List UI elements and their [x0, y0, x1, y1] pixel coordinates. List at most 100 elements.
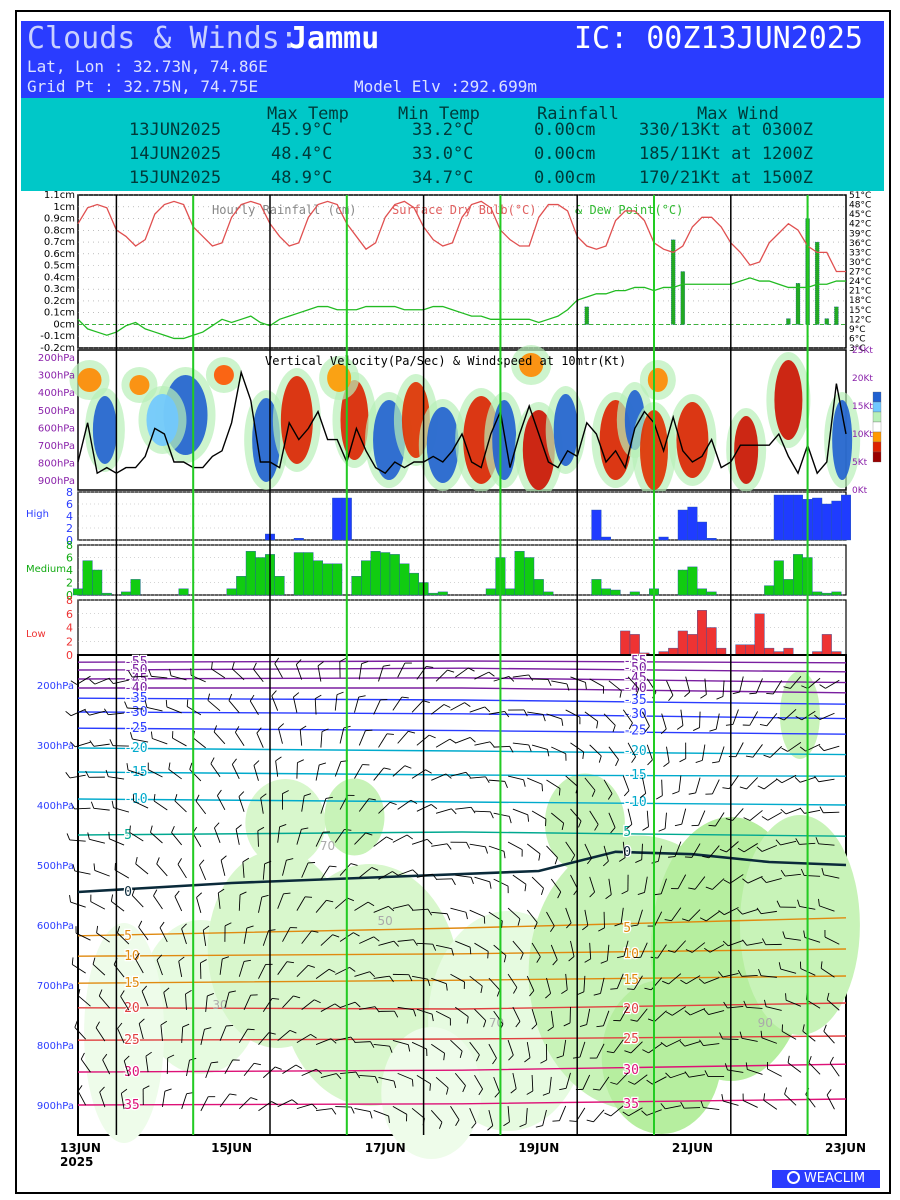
wind-barb: [698, 810, 706, 826]
wind-barb: [627, 808, 633, 825]
wind-barb-flag: [117, 926, 120, 934]
velocity-pressure-tick: 900hPa: [38, 476, 75, 487]
wind-barb: [550, 812, 564, 824]
wind-barb-flag: [509, 746, 514, 753]
rain-axis-tick: 0.3cm: [44, 284, 75, 295]
low-cloud-bar: [706, 627, 717, 656]
wind-barb: [278, 728, 283, 744]
wind-barb-flag: [743, 1000, 747, 1008]
wind-barb-flag: [602, 860, 609, 867]
wind-barb: [455, 1006, 469, 1017]
isotherm-line: [77, 831, 847, 837]
wind-barb: [260, 797, 264, 814]
wind-barb-flag: [408, 904, 414, 911]
wind-barb-flag: [569, 1120, 577, 1122]
isotherm-label: -20: [124, 741, 147, 756]
wind-barb-flag: [168, 762, 171, 770]
wind-barb: [808, 1062, 821, 1075]
low-cloud-bar: [754, 613, 765, 656]
wind-barb: [493, 812, 510, 817]
wind-barb-flag: [660, 1103, 666, 1110]
wind-barb: [242, 861, 245, 878]
wind-barb-flag: [447, 669, 455, 673]
wind-barb: [411, 838, 428, 845]
wind-barb: [570, 808, 582, 822]
wind-barb: [296, 762, 298, 779]
wind-barb-flag: [314, 694, 322, 699]
wind-barb-flag: [610, 827, 616, 834]
wind-barb: [192, 832, 202, 848]
wind-barb-flag: [598, 755, 602, 763]
wind-barb: [217, 892, 221, 909]
wind-barb: [202, 929, 207, 946]
high-cloud-bar: [697, 521, 708, 541]
wind-barb: [746, 1006, 763, 1009]
wind-barb-flag: [761, 816, 769, 821]
wind-barb: [616, 973, 624, 989]
wind-barb-flag: [185, 990, 192, 995]
wind-barb: [431, 911, 448, 915]
wind-barb: [450, 771, 467, 777]
wind-barb-flag: [177, 858, 182, 865]
wind-barb: [89, 838, 105, 844]
wind-barb: [150, 832, 163, 844]
low-cloud-bar: [697, 610, 708, 656]
wind-barb-flag: [98, 989, 103, 997]
isotherm-label: 25: [623, 1032, 639, 1047]
medium-cloud-bar: [332, 563, 343, 596]
high-cloud-bar: [658, 536, 669, 541]
rainfall-bar: [786, 318, 791, 325]
wind-barb: [90, 901, 106, 910]
wind-barb-flag: [699, 1039, 704, 1046]
wind-barb-flag: [688, 792, 696, 795]
wind-barb: [238, 796, 245, 812]
wind-barb: [549, 1076, 552, 1093]
wind-barb: [359, 1075, 376, 1078]
temp-axis-tick: 39°C: [849, 229, 871, 239]
wind-barb: [253, 668, 264, 683]
wind-barb: [231, 764, 240, 779]
wind-barb-flag: [344, 828, 352, 831]
wind-barb: [531, 1075, 534, 1092]
wind-barb: [354, 971, 370, 977]
wind-barb-flag: [350, 1036, 356, 1043]
wind-barb-flag: [293, 692, 300, 698]
high-cloud-tick: 2: [66, 522, 73, 535]
wind-barb: [570, 676, 586, 683]
wind-barb-flag: [138, 920, 143, 928]
wind-barb-flag: [204, 1027, 212, 1030]
wind-barb-flag: [374, 1076, 379, 1084]
wind-barb: [708, 1010, 725, 1015]
wind-barb: [93, 743, 110, 747]
wind-barb-flag: [766, 692, 774, 695]
windspeed-tick: 10Kt: [852, 430, 873, 440]
wind-barb-flag: [171, 825, 175, 833]
wind-barb: [704, 977, 720, 984]
wind-barb-flag: [167, 1054, 175, 1059]
wind-barb: [127, 707, 144, 710]
wind-barb: [469, 1108, 477, 1124]
wind-barb-flag: [592, 1088, 600, 1091]
wind-barb-flag: [77, 1085, 83, 1092]
wind-barb: [507, 973, 518, 988]
wind-barb-flag: [700, 694, 707, 699]
wind-barb: [739, 676, 744, 693]
wind-barb-flag: [568, 956, 575, 962]
wind-barb: [542, 1109, 547, 1126]
medium-cloud-tick: 8: [66, 539, 73, 552]
wind-barb-flag: [178, 956, 185, 962]
isotherm-label: 25: [124, 1033, 140, 1048]
wind-barb-flag: [679, 1040, 686, 1047]
wind-barb-flag: [74, 1020, 78, 1028]
wind-barb: [354, 832, 366, 845]
wind-barb: [527, 843, 541, 855]
wind-barb: [397, 1006, 414, 1011]
wind-barb: [200, 1029, 205, 1045]
temp-axis-tick: 27°C: [849, 268, 871, 278]
wind-barb: [622, 709, 633, 724]
wind-barb: [392, 904, 409, 909]
wind-barb: [657, 944, 667, 959]
wind-barb-flag: [111, 800, 114, 808]
wind-barb-flag: [582, 925, 589, 931]
wind-barb-flag: [513, 987, 518, 994]
